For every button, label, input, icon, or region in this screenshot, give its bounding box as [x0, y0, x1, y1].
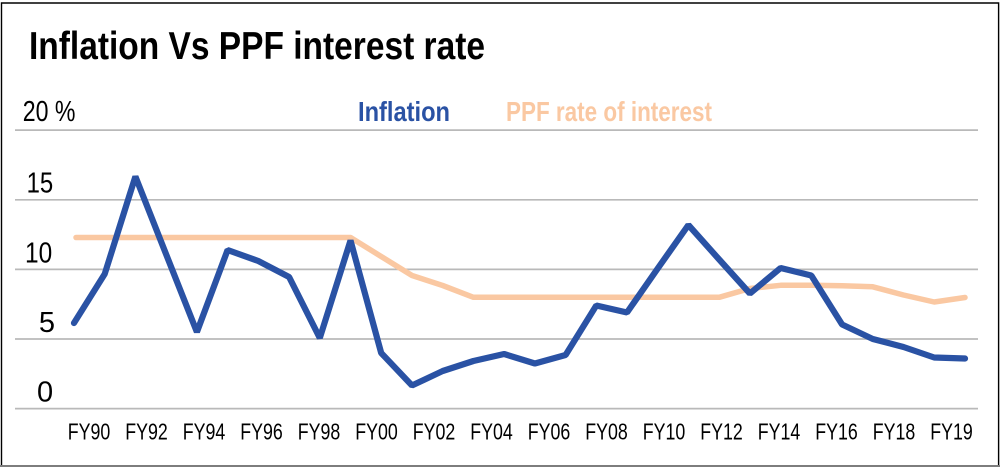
svg-text:FY06: FY06	[528, 419, 571, 445]
svg-text:FY16: FY16	[815, 419, 858, 445]
svg-text:FY10: FY10	[643, 419, 686, 445]
svg-text:FY96: FY96	[240, 419, 283, 445]
svg-text:FY19: FY19	[930, 419, 973, 445]
svg-text:FY98: FY98	[298, 419, 341, 445]
svg-text:Inflation: Inflation	[358, 96, 450, 127]
svg-text:FY12: FY12	[700, 419, 743, 445]
svg-text:FY08: FY08	[585, 419, 628, 445]
svg-text:5: 5	[39, 307, 55, 339]
svg-text:20 %: 20 %	[23, 96, 76, 128]
svg-text:FY04: FY04	[470, 419, 513, 445]
svg-text:PPF rate of interest: PPF rate of interest	[506, 96, 712, 127]
svg-text:FY14: FY14	[758, 419, 801, 445]
svg-text:FY00: FY00	[355, 419, 398, 445]
svg-text:FY02: FY02	[413, 419, 456, 445]
svg-text:FY94: FY94	[183, 419, 226, 445]
svg-text:FY92: FY92	[125, 419, 168, 445]
svg-text:15: 15	[27, 168, 54, 200]
svg-text:Inflation Vs PPF interest rate: Inflation Vs PPF interest rate	[29, 25, 485, 68]
svg-text:FY90: FY90	[68, 419, 111, 445]
svg-text:FY18: FY18	[873, 419, 916, 445]
svg-text:0: 0	[37, 377, 53, 409]
svg-text:10: 10	[25, 238, 52, 270]
